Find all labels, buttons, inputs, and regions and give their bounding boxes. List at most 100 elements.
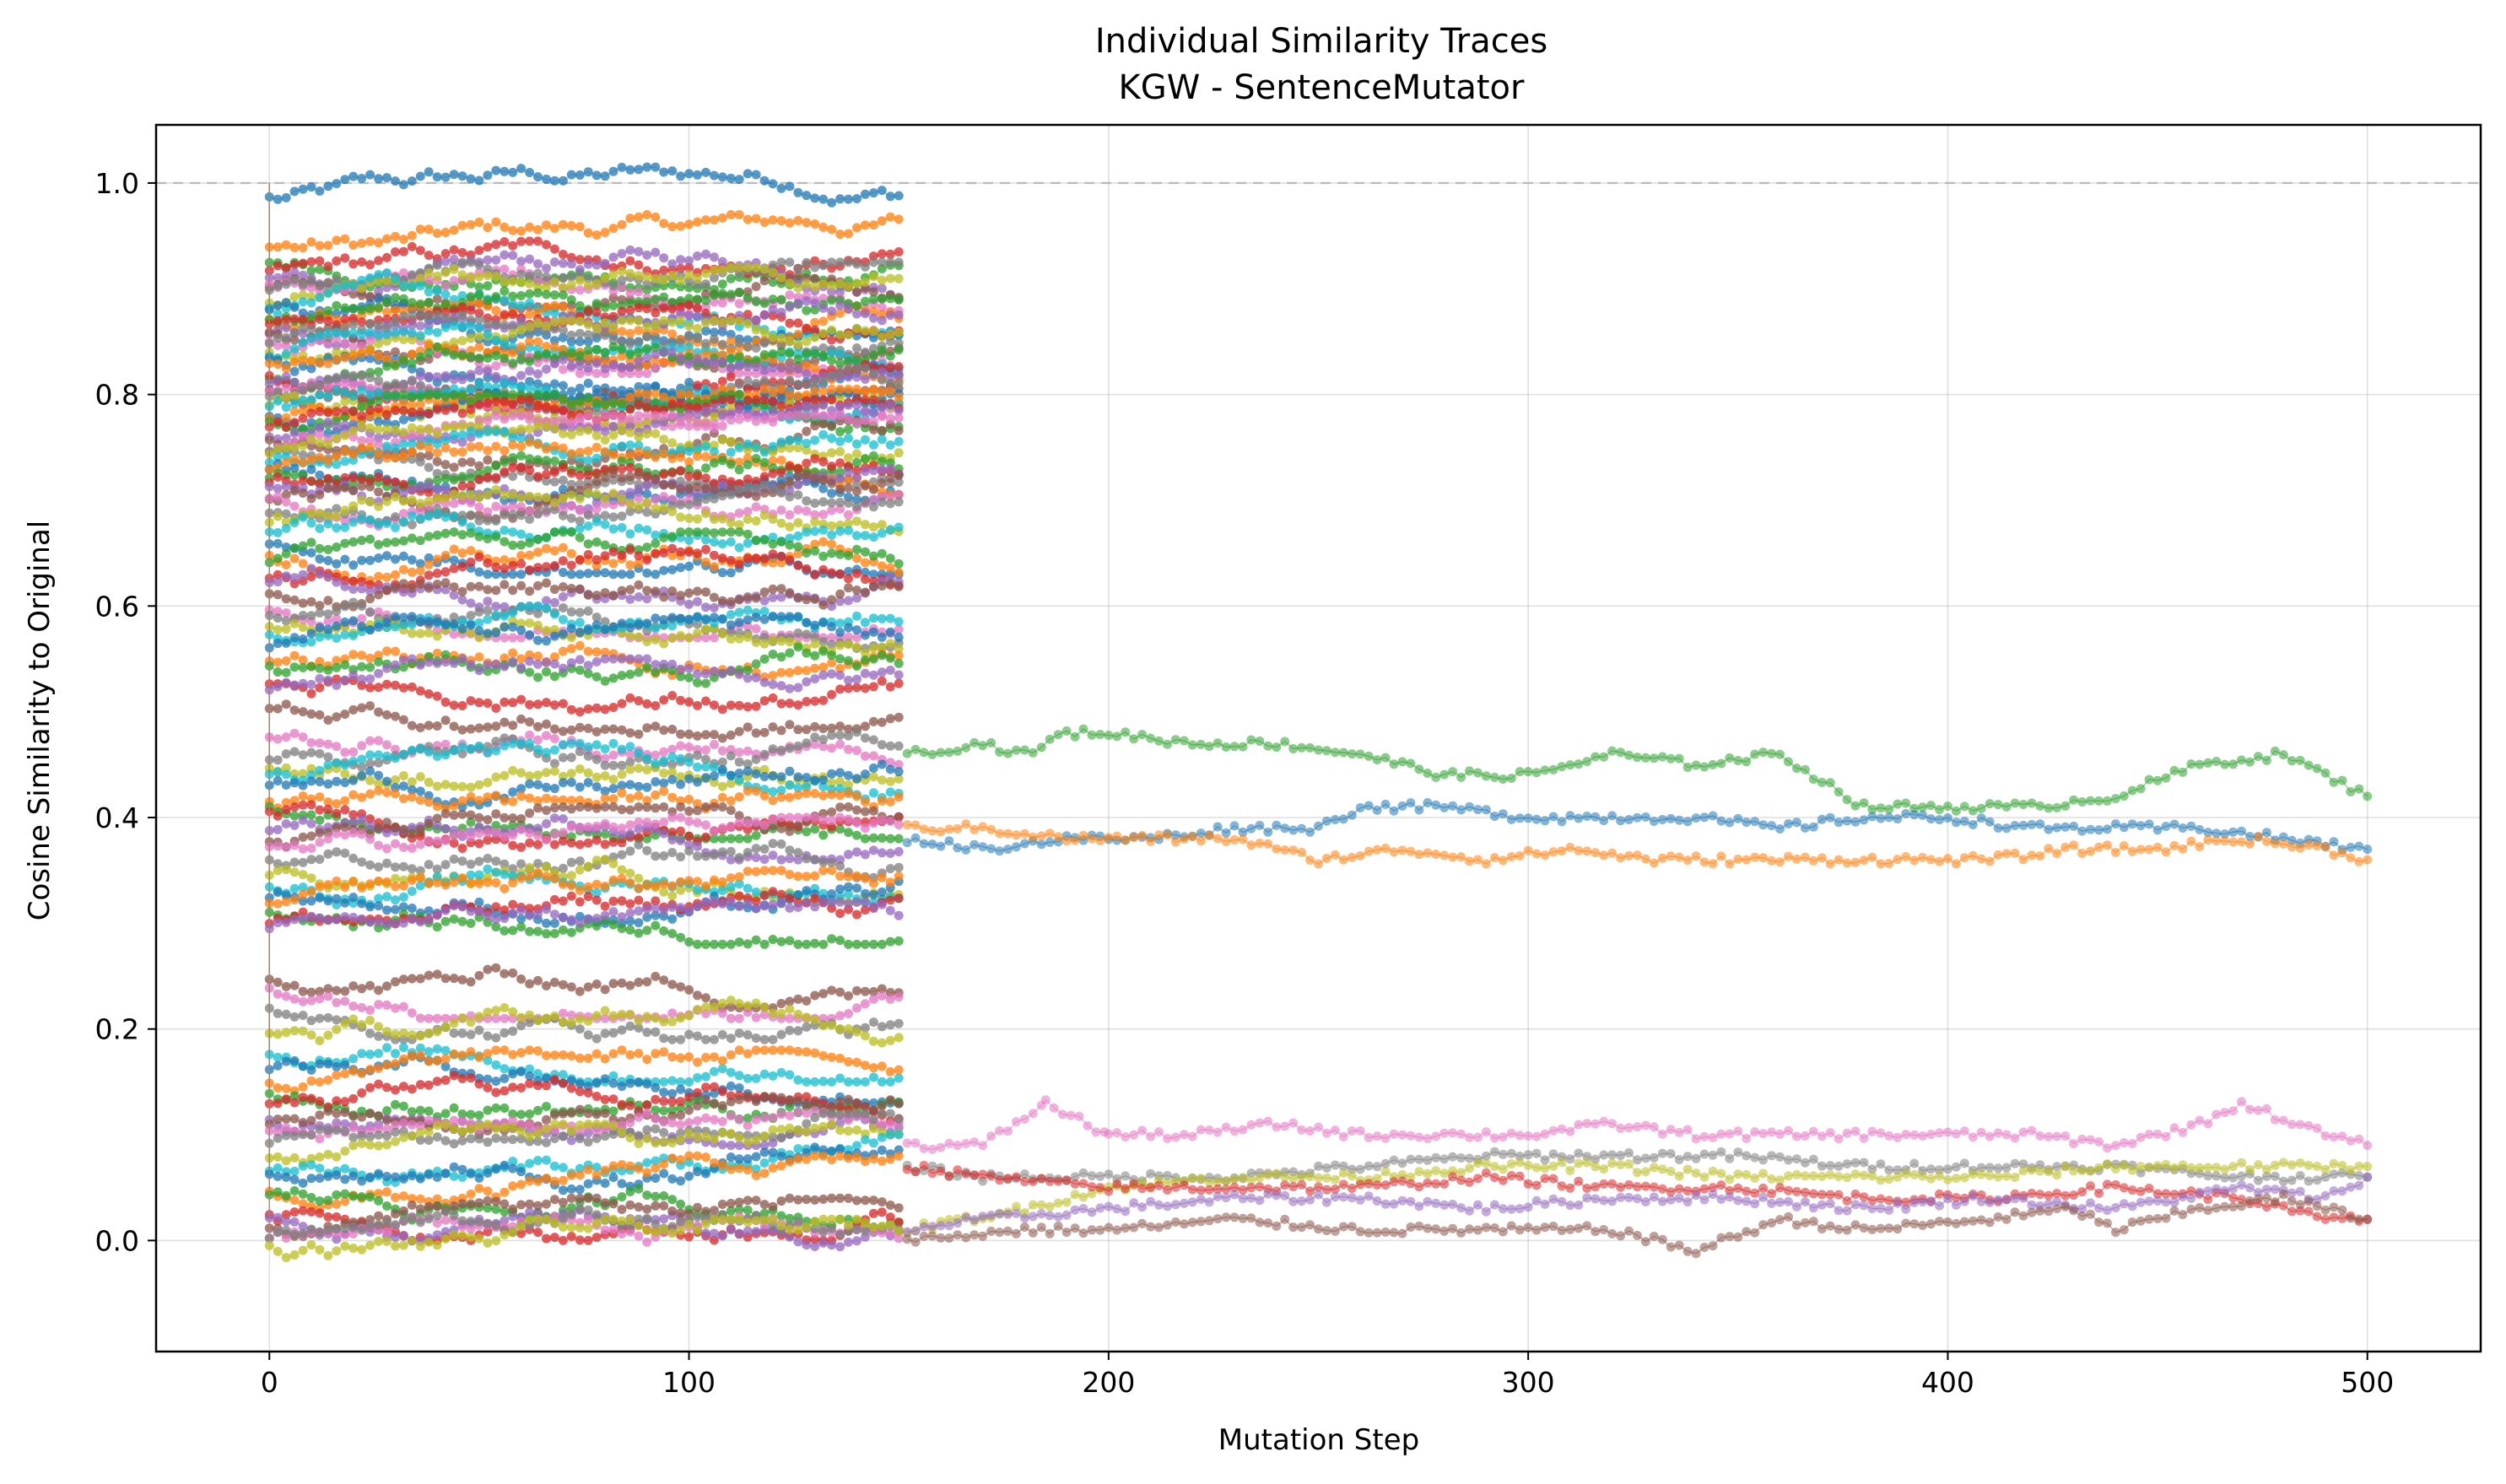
trace-point	[726, 210, 736, 219]
trace-point	[894, 568, 904, 578]
trace-point	[877, 581, 887, 591]
trace-point	[391, 379, 400, 389]
trace-point	[281, 413, 291, 423]
trace-point	[500, 166, 510, 176]
trace-point	[340, 660, 350, 670]
trace-point	[365, 346, 375, 356]
trace-point	[457, 595, 467, 605]
trace-point	[566, 527, 576, 537]
trace-point	[549, 672, 559, 682]
trace-point	[332, 577, 342, 587]
trace-point	[315, 429, 325, 440]
trace-point	[533, 699, 543, 710]
trace-point	[466, 370, 476, 380]
trace-point	[684, 672, 694, 683]
trace-point	[457, 350, 467, 360]
trace-point	[407, 310, 417, 321]
trace-point	[642, 429, 652, 439]
trace-point	[549, 441, 559, 451]
trace-point	[868, 502, 878, 512]
trace-point	[382, 572, 392, 582]
trace-point	[273, 538, 283, 548]
trace-point	[323, 181, 333, 192]
trace-point	[701, 557, 710, 567]
trace-point	[617, 316, 627, 326]
trace-point	[885, 413, 895, 424]
trace-point	[415, 424, 425, 434]
trace-point	[491, 305, 501, 316]
trace-point	[717, 539, 727, 549]
trace-point	[407, 241, 417, 251]
trace-point	[306, 237, 316, 247]
trace-point	[726, 459, 736, 469]
trace-point	[440, 405, 451, 415]
trace-point	[751, 369, 761, 379]
trace-point	[542, 220, 551, 230]
trace-point	[298, 386, 308, 396]
trace-point	[525, 491, 535, 501]
trace-point	[776, 518, 786, 528]
trace-point	[348, 501, 359, 511]
trace-point	[348, 584, 359, 594]
trace-point	[525, 289, 535, 299]
trace-point	[684, 294, 694, 304]
trace-point	[868, 466, 878, 476]
trace-point	[676, 353, 686, 363]
trace-point	[868, 220, 878, 230]
trace-point	[751, 701, 761, 711]
trace-point	[642, 360, 652, 370]
trace-point	[315, 438, 325, 448]
trace-point	[281, 349, 291, 359]
trace-point	[298, 541, 308, 551]
trace-point	[575, 607, 585, 618]
trace-point	[894, 214, 904, 224]
trace-point	[583, 456, 593, 466]
trace-point	[793, 283, 803, 293]
trace-point	[398, 536, 408, 546]
trace-point	[617, 441, 627, 451]
trace-point	[398, 496, 408, 506]
trace-point	[676, 466, 686, 476]
trace-point	[500, 564, 510, 574]
trace-point	[281, 422, 291, 432]
trace-point	[391, 680, 400, 690]
trace-point	[306, 611, 316, 621]
trace-point	[844, 304, 853, 314]
trace-point	[415, 483, 425, 493]
trace-point	[793, 329, 803, 339]
trace-point	[701, 463, 710, 473]
trace-point	[491, 351, 501, 360]
trace-point	[340, 554, 350, 564]
trace-point	[348, 449, 359, 459]
trace-point	[868, 451, 878, 461]
trace-point	[726, 610, 736, 620]
trace-point	[785, 278, 795, 289]
trace-point	[693, 294, 702, 305]
trace-point	[281, 638, 291, 648]
trace-point	[357, 411, 367, 421]
trace-point	[542, 302, 551, 312]
trace-point	[894, 247, 904, 256]
trace-point	[407, 682, 417, 692]
trace-point	[273, 667, 283, 677]
trace-point	[852, 569, 861, 579]
trace-point	[432, 691, 442, 701]
trace-point	[289, 573, 300, 583]
trace-point	[474, 607, 484, 617]
trace-point	[642, 210, 652, 219]
trace-point	[449, 375, 459, 385]
trace-point	[533, 548, 543, 557]
trace-point	[835, 348, 845, 359]
trace-point	[289, 292, 300, 302]
trace-point	[693, 418, 702, 428]
trace-point	[608, 360, 618, 370]
trace-point	[491, 703, 501, 713]
trace-point	[759, 553, 770, 564]
trace-point	[877, 561, 887, 571]
trace-point	[466, 397, 476, 407]
trace-point	[608, 293, 618, 303]
trace-point	[398, 180, 408, 190]
trace-point	[549, 359, 559, 369]
trace-point	[525, 514, 535, 524]
trace-point	[709, 550, 719, 560]
